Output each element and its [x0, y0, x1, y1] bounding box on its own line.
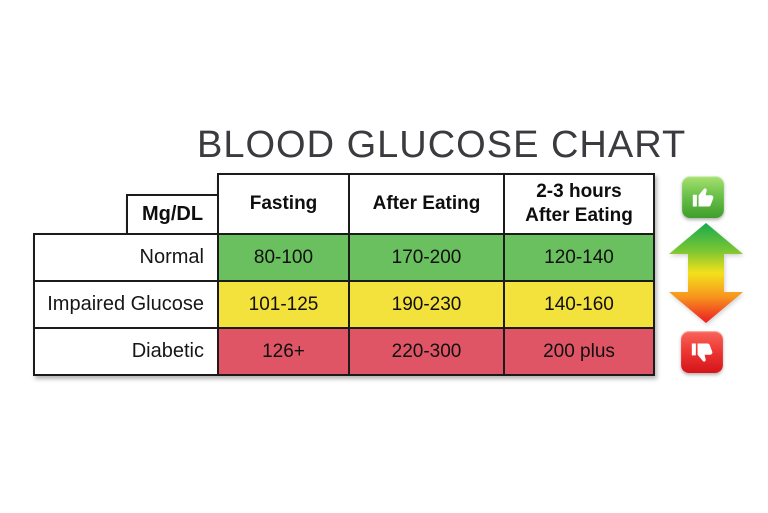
thumbs-down-icon [681, 331, 723, 373]
thumbs-up-icon [682, 176, 724, 218]
chart-title: BLOOD GLUCOSE CHART [197, 124, 687, 166]
row-label-normal: Normal [33, 233, 219, 282]
row-label-impaired-glucose: Impaired Glucose [33, 280, 219, 329]
row-label-diabetic: Diabetic [33, 327, 219, 376]
cell-normal-fasting: 80-100 [217, 233, 350, 282]
cell-impaired-fasting: 101-125 [217, 280, 350, 329]
column-header-after-eating: After Eating [348, 173, 505, 235]
column-header-fasting: Fasting [217, 173, 350, 235]
header-row: Mg/DL Fasting After Eating 2-3 hours Aft… [34, 173, 655, 235]
header-spacer: Mg/DL [34, 174, 218, 234]
thumbs-down-glyph [691, 343, 712, 362]
cell-diabetic-after-eating: 220-300 [348, 327, 505, 376]
table-row-impaired-glucose: Impaired Glucose 101-125 190-230 140-160 [33, 280, 655, 329]
thumbs-up-glyph [692, 187, 713, 206]
table-row-normal: Normal 80-100 170-200 120-140 [33, 233, 655, 282]
glucose-table: Mg/DL Fasting After Eating 2-3 hours Aft… [33, 173, 655, 376]
cell-impaired-after-eating: 190-230 [348, 280, 505, 329]
cell-diabetic-fasting: 126+ [217, 327, 350, 376]
column-header-2-3-hours-after-eating: 2-3 hours After Eating [503, 173, 655, 235]
cell-normal-after-eating: 170-200 [348, 233, 505, 282]
unit-label-cell: Mg/DL [126, 194, 217, 233]
cell-impaired-2-3-hours: 140-160 [503, 280, 655, 329]
table-row-diabetic: Diabetic 126+ 220-300 200 plus [33, 327, 655, 376]
cell-diabetic-2-3-hours: 200 plus [503, 327, 655, 376]
good-to-bad-gradient-arrow-icon [669, 223, 743, 323]
cell-normal-2-3-hours: 120-140 [503, 233, 655, 282]
unit-label: Mg/DL [141, 203, 204, 225]
